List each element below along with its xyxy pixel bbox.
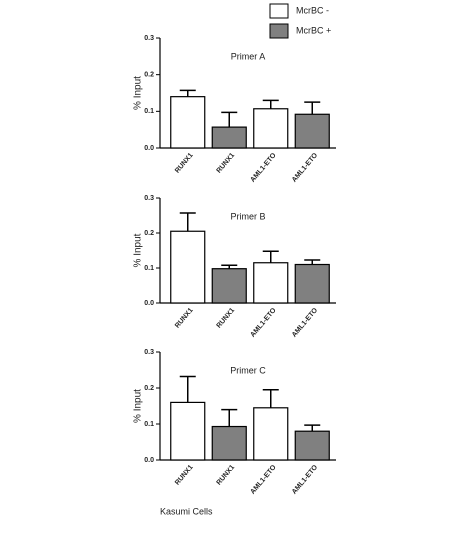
bar xyxy=(170,401,206,461)
legend-label: McrBC + xyxy=(296,25,331,35)
x-tick-label: AML1-ETO xyxy=(249,464,278,496)
x-tick-label: AML1-ETO xyxy=(249,307,278,339)
y-tick-label: 0.1 xyxy=(144,108,154,115)
bar xyxy=(170,96,206,149)
x-tick-label: RUNX1 xyxy=(216,307,237,330)
y-axis-label: % Input xyxy=(133,76,144,110)
panel-title: Primer A xyxy=(231,51,266,61)
x-tick-label: AML1-ETO xyxy=(291,464,320,496)
y-tick-label: 0.2 xyxy=(144,385,154,392)
y-tick-label: 0.3 xyxy=(144,195,154,202)
bar xyxy=(253,407,289,461)
y-tick-label: 0.2 xyxy=(144,230,154,237)
y-axis-label: % Input xyxy=(133,233,144,267)
panel-title: Primer C xyxy=(230,365,266,375)
footer-label: Kasumi Cells xyxy=(160,506,213,516)
bar xyxy=(253,262,289,304)
bar xyxy=(294,430,330,461)
x-tick-label: AML1-ETO xyxy=(291,307,320,339)
y-tick-label: 0.3 xyxy=(144,35,154,42)
y-tick-label: 0.1 xyxy=(144,265,154,272)
legend-swatch xyxy=(269,3,289,19)
y-tick-label: 0.0 xyxy=(144,300,154,307)
x-tick-label: RUNX1 xyxy=(216,464,237,487)
legend-label: McrBC - xyxy=(296,5,329,15)
bar xyxy=(211,268,247,304)
panel-title: Primer B xyxy=(230,211,265,221)
bar xyxy=(294,113,330,149)
y-tick-label: 0.2 xyxy=(144,72,154,79)
legend-swatch xyxy=(269,23,289,39)
bar xyxy=(170,230,206,304)
y-tick-label: 0.3 xyxy=(144,349,154,356)
x-tick-label: RUNX1 xyxy=(174,307,195,330)
y-tick-label: 0.1 xyxy=(144,421,154,428)
bar xyxy=(211,425,247,461)
x-tick-label: RUNX1 xyxy=(174,464,195,487)
bar xyxy=(253,108,289,149)
y-axis-label: % Input xyxy=(133,389,144,423)
y-tick-label: 0.0 xyxy=(144,145,154,152)
x-tick-label: RUNX1 xyxy=(174,152,195,175)
bar xyxy=(294,263,330,304)
x-tick-label: RUNX1 xyxy=(216,152,237,175)
y-tick-label: 0.0 xyxy=(144,457,154,464)
x-tick-label: AML1-ETO xyxy=(291,152,320,184)
bar xyxy=(211,126,247,149)
x-tick-label: AML1-ETO xyxy=(249,152,278,184)
